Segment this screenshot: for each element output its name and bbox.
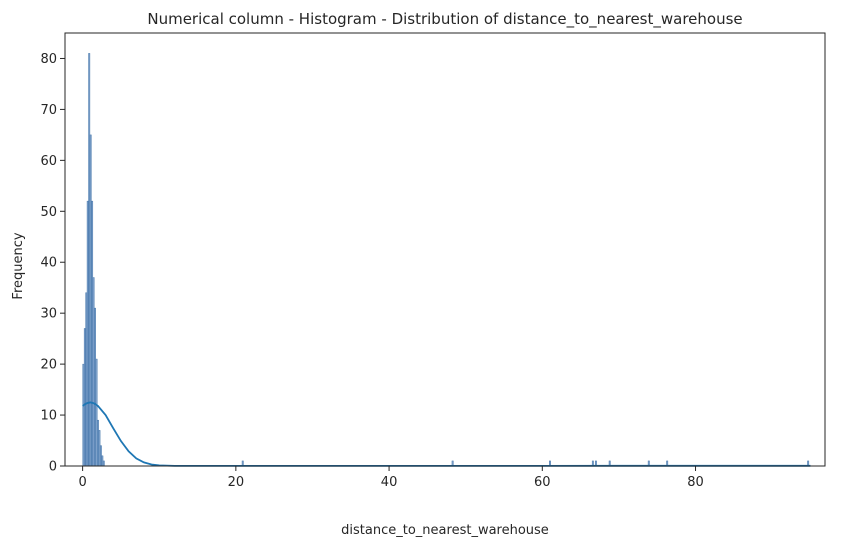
- histogram-bar: [99, 445, 102, 467]
- y-tick-label: 70: [40, 103, 57, 118]
- x-axis: 0 20 40 60 80: [78, 466, 704, 490]
- histogram-bar: [92, 277, 95, 467]
- y-tick-label: 60: [40, 154, 57, 169]
- histogram-bar: [94, 307, 96, 467]
- histogram-bar: [88, 53, 91, 467]
- histogram-bar: [89, 134, 92, 467]
- histogram-bar: [83, 328, 86, 467]
- histogram-bar: [86, 200, 89, 467]
- histogram-bar: [101, 455, 104, 467]
- chart-title: Numerical column - Histogram - Distribut…: [147, 10, 742, 29]
- histogram-bar: [85, 292, 88, 467]
- histogram-bar: [91, 200, 94, 467]
- plot-frame: [64, 32, 826, 467]
- y-tick-label: 30: [40, 307, 57, 322]
- y-tick-label: 50: [40, 205, 57, 220]
- x-tick-label: 0: [78, 475, 86, 490]
- histogram-bar: [95, 358, 98, 467]
- y-tick-label: 40: [40, 256, 57, 271]
- y-tick-label: 0: [49, 460, 57, 475]
- y-tick-label: 80: [40, 52, 57, 67]
- y-tick-label: 10: [40, 409, 57, 424]
- histogram-bar: [82, 363, 85, 467]
- histogram-bar: [102, 460, 105, 467]
- y-tick-label: 20: [40, 358, 57, 373]
- x-tick-label: 20: [228, 475, 245, 490]
- histogram-bar: [97, 419, 99, 467]
- y-axis: 0 10 20 30 40 50 60 70 80: [40, 52, 65, 475]
- x-tick-label: 80: [687, 475, 704, 490]
- y-axis-label: Frequency: [11, 232, 26, 299]
- x-tick-label: 40: [381, 475, 398, 490]
- x-tick-label: 60: [534, 475, 551, 490]
- bars-layer: [82, 53, 810, 467]
- x-axis-label: distance_to_nearest_warehouse: [341, 523, 549, 538]
- histogram-bar: [98, 430, 101, 467]
- kde-curve: [82, 401, 811, 467]
